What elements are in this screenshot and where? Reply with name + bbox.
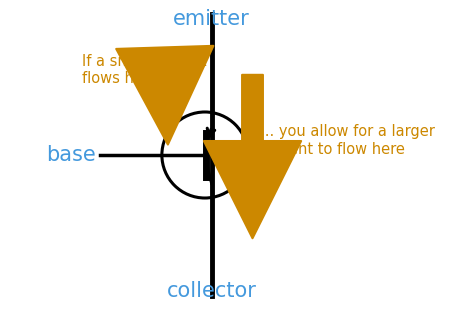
FancyArrowPatch shape bbox=[204, 75, 301, 238]
Text: collector: collector bbox=[167, 281, 256, 301]
Text: emitter: emitter bbox=[173, 9, 250, 29]
FancyArrowPatch shape bbox=[116, 46, 213, 144]
Text: If a small current
flows here...: If a small current flows here... bbox=[82, 54, 207, 86]
Text: ... you allow for a larger
current to flow here: ... you allow for a larger current to fl… bbox=[260, 124, 435, 157]
Text: base: base bbox=[46, 145, 96, 165]
